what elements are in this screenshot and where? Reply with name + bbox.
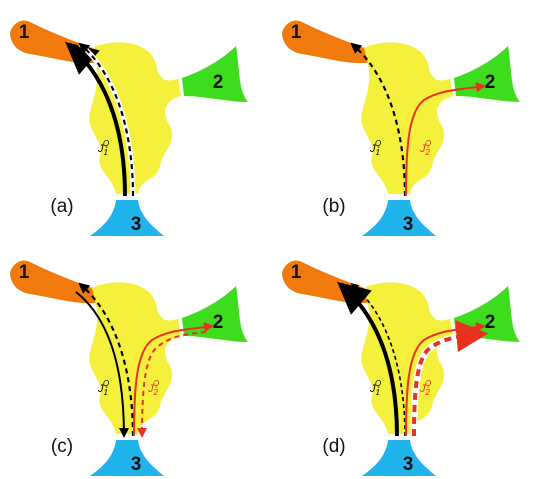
terminal-label: 2	[485, 72, 496, 93]
current-subscript: 2	[425, 388, 431, 397]
current-superscript: Q	[375, 139, 381, 148]
terminal-label: 2	[485, 312, 496, 333]
terminal-label: 3	[131, 214, 142, 235]
current-superscript: Q	[375, 379, 381, 388]
current-superscript: Q	[103, 139, 109, 148]
current-superscript: Q	[103, 379, 109, 388]
panel: 123(a)J1Q	[10, 20, 248, 236]
scatterer	[89, 42, 181, 194]
terminal-label: 2	[213, 72, 224, 93]
terminal-label: 2	[213, 312, 224, 333]
current-subscript: 1	[376, 148, 380, 157]
terminal-label: 1	[291, 22, 302, 43]
terminal-label: 1	[291, 262, 302, 283]
lead-3	[362, 440, 436, 476]
panel-label: (d)	[322, 436, 345, 457]
current-superscript: Q	[153, 379, 159, 388]
terminal-label: 3	[403, 214, 414, 235]
panel-label: (a)	[50, 196, 73, 217]
terminal-label: 3	[131, 454, 142, 475]
current-subscript: 2	[425, 148, 431, 157]
current-subscript: 1	[104, 388, 108, 397]
current-subscript: 1	[104, 148, 108, 157]
page: 123(a)J1Q123(b)J1QJ2Q123(c)J1QJ2Q123(d)J…	[0, 0, 545, 479]
current-superscript: Q	[425, 139, 431, 148]
figure: 123(a)J1Q123(b)J1QJ2Q123(c)J1QJ2Q123(d)J…	[0, 0, 545, 479]
lead-3	[362, 200, 436, 236]
lead-3	[90, 200, 164, 236]
terminal-label: 1	[19, 262, 30, 283]
lead-3	[90, 440, 164, 476]
panel-label: (b)	[322, 196, 345, 217]
panel-label: (c)	[51, 436, 73, 457]
terminal-label: 3	[403, 454, 414, 475]
current-subscript: 2	[153, 388, 159, 397]
current-superscript: Q	[425, 379, 431, 388]
terminal-label: 1	[19, 22, 30, 43]
current-subscript: 1	[376, 388, 380, 397]
